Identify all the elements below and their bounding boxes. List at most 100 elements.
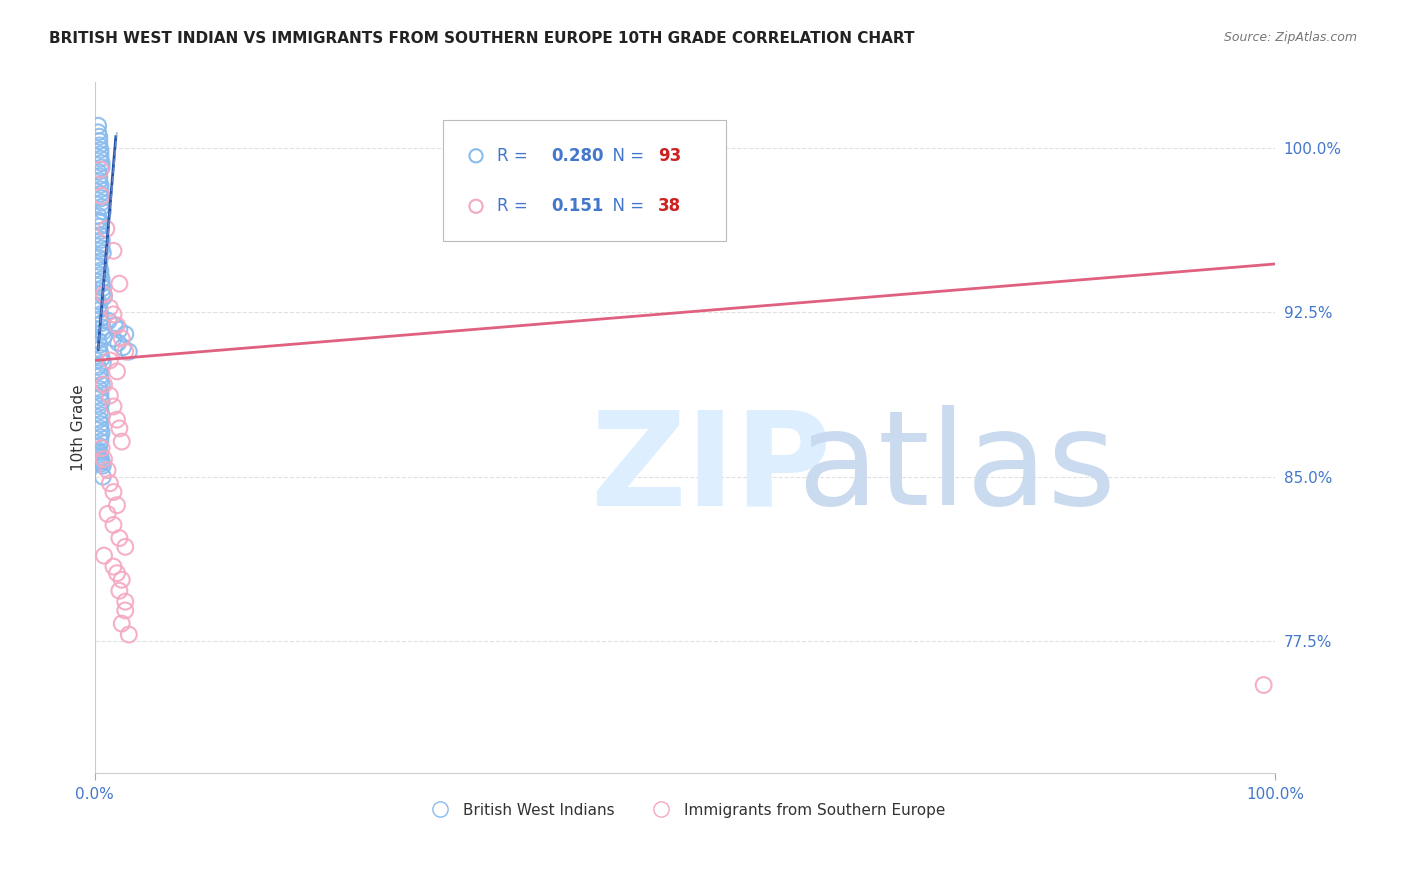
Point <box>87 213 110 227</box>
Point <box>90 351 112 366</box>
Point <box>98 476 121 491</box>
Point <box>105 498 128 512</box>
Point <box>87 125 110 139</box>
Point <box>89 162 111 177</box>
Point <box>108 583 131 598</box>
Point <box>89 382 111 396</box>
Point <box>91 285 114 300</box>
Point <box>91 281 114 295</box>
Point <box>87 251 110 265</box>
Point <box>89 215 111 229</box>
Point <box>89 138 111 153</box>
Point <box>103 485 125 500</box>
Point <box>89 450 111 464</box>
Point <box>90 237 112 252</box>
Point <box>105 364 128 378</box>
Text: atlas: atlas <box>797 405 1116 533</box>
Point <box>89 368 111 383</box>
Point <box>89 259 111 273</box>
Point <box>114 595 136 609</box>
Text: 38: 38 <box>658 197 681 215</box>
Point <box>89 445 111 459</box>
Point <box>108 421 131 435</box>
Point <box>97 463 120 477</box>
Point <box>107 335 129 350</box>
Point <box>89 343 111 357</box>
Point <box>108 531 131 545</box>
Point <box>89 347 111 361</box>
Point <box>90 277 112 291</box>
Point <box>1253 678 1275 692</box>
Point <box>89 412 111 426</box>
Point <box>87 334 110 348</box>
Point <box>90 272 112 286</box>
Text: BRITISH WEST INDIAN VS IMMIGRANTS FROM SOUTHERN EUROPE 10TH GRADE CORRELATION CH: BRITISH WEST INDIAN VS IMMIGRANTS FROM S… <box>49 31 915 46</box>
Point <box>89 178 111 192</box>
Point <box>89 417 111 431</box>
Point <box>89 452 111 467</box>
Text: ZIP: ZIP <box>591 405 832 533</box>
Point <box>93 290 115 304</box>
Point <box>89 421 111 435</box>
Point <box>89 430 111 444</box>
Point <box>108 277 131 291</box>
Point <box>87 165 110 179</box>
Point <box>98 301 121 315</box>
Point <box>89 224 111 238</box>
Point <box>105 412 128 426</box>
Point <box>465 535 488 549</box>
Point <box>89 439 111 453</box>
Point <box>89 299 111 313</box>
Point <box>93 377 115 392</box>
Point <box>89 147 111 161</box>
Point <box>111 573 134 587</box>
Point <box>465 376 488 390</box>
Point <box>89 434 111 449</box>
Point <box>89 173 111 187</box>
Point <box>111 616 134 631</box>
Point <box>87 443 110 458</box>
Text: Source: ZipAtlas.com: Source: ZipAtlas.com <box>1223 31 1357 45</box>
Point <box>90 454 112 468</box>
Point <box>90 409 112 423</box>
Point <box>90 441 112 455</box>
Point <box>91 469 114 483</box>
Point <box>111 340 134 354</box>
Point <box>89 186 111 201</box>
Point <box>91 458 114 473</box>
Text: R =: R = <box>498 147 533 165</box>
Text: 0.280: 0.280 <box>551 147 605 165</box>
Point <box>89 129 111 144</box>
Point <box>89 373 111 387</box>
Point <box>89 143 111 157</box>
Point <box>114 327 136 342</box>
Point <box>103 400 125 414</box>
Point <box>90 395 112 409</box>
Point <box>93 329 115 343</box>
Point <box>91 325 114 339</box>
Point <box>108 323 131 337</box>
Point <box>90 189 112 203</box>
Legend: British West Indians, Immigrants from Southern Europe: British West Indians, Immigrants from So… <box>419 797 950 824</box>
Point <box>105 318 128 333</box>
Point <box>87 119 110 133</box>
Point <box>90 242 112 256</box>
Point <box>103 307 125 321</box>
Text: 93: 93 <box>658 147 681 165</box>
Point <box>103 331 125 345</box>
Point <box>114 344 136 359</box>
Point <box>90 233 112 247</box>
Point <box>104 318 127 333</box>
Point <box>89 338 111 352</box>
Point <box>97 507 120 521</box>
Point <box>89 134 111 148</box>
Point <box>98 388 121 402</box>
Point <box>89 364 111 378</box>
Point <box>111 434 134 449</box>
Point <box>96 222 118 236</box>
Text: 0.151: 0.151 <box>551 197 605 215</box>
Point <box>89 219 111 234</box>
Point <box>89 182 111 196</box>
Point <box>114 540 136 554</box>
Text: R =: R = <box>498 197 538 215</box>
